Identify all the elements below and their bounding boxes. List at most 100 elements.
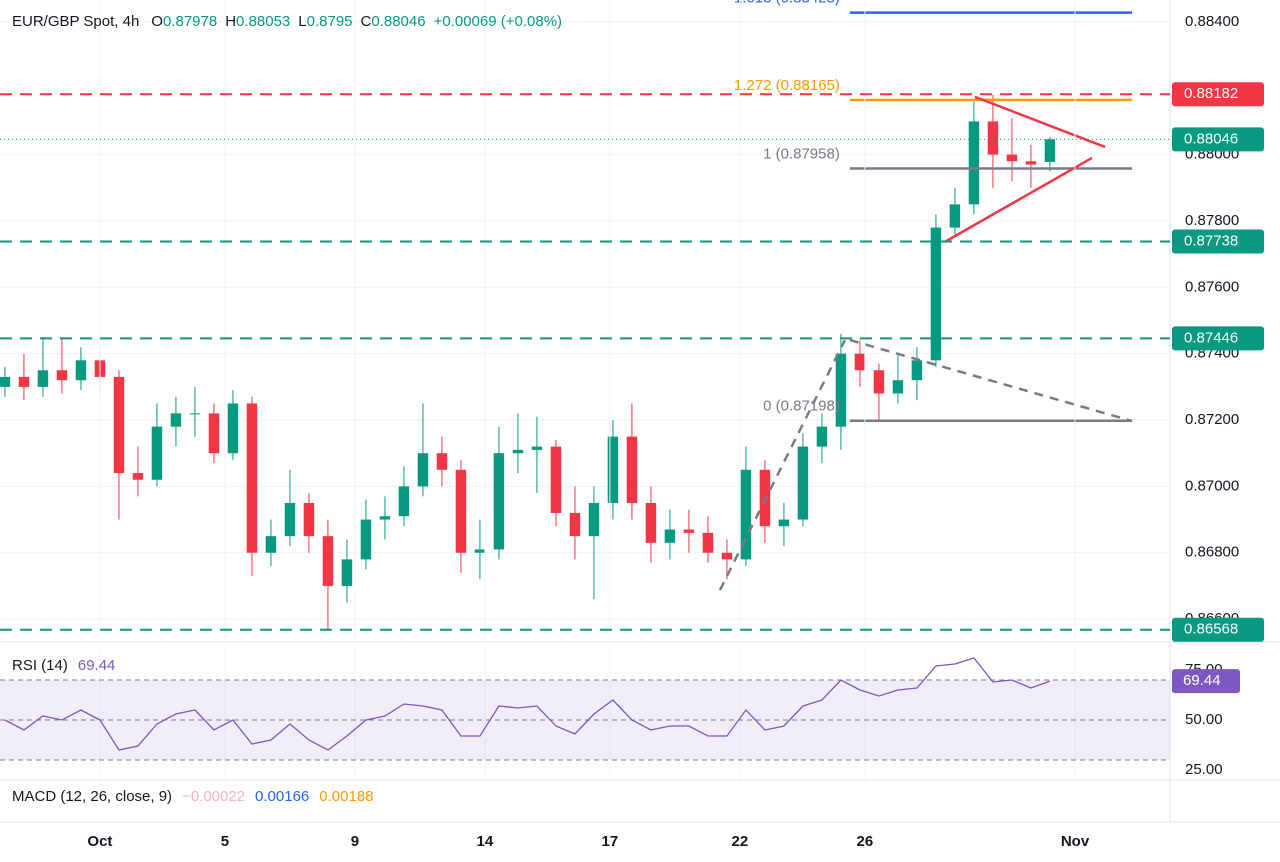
- candle-body: [702, 532, 714, 553]
- y-tick-label: 0.88400: [1185, 13, 1239, 30]
- candle-body: [683, 529, 695, 533]
- candle-body: [227, 403, 239, 454]
- candle-body: [208, 413, 220, 454]
- candle-body: [721, 552, 733, 560]
- candle-body: [170, 413, 182, 427]
- candle-body: [797, 446, 809, 520]
- candle-body: [37, 370, 49, 387]
- candle-body: [1044, 139, 1056, 162]
- chart-title: EUR/GBP Spot, 4h O0.87978 H0.88053 L0.8795 C…: [12, 13, 562, 30]
- ohlc-value: 0.88046: [371, 13, 425, 30]
- candle-body: [930, 227, 942, 361]
- x-tick-label: 5: [221, 833, 229, 850]
- level-tag: [1172, 82, 1264, 107]
- candle-body: [987, 121, 999, 155]
- candle-body: [132, 473, 144, 480]
- symbol: EUR/GBP Spot, 4h: [12, 13, 139, 30]
- candle-body: [531, 446, 543, 450]
- candle-body: [474, 549, 486, 553]
- candle-body: [493, 453, 505, 550]
- y-tick-label: 0.87600: [1185, 278, 1239, 295]
- candle-body: [56, 370, 68, 381]
- candle-body: [322, 536, 334, 586]
- candle-body: [569, 512, 581, 537]
- x-tick-label: 22: [732, 833, 749, 850]
- candle-body: [911, 360, 923, 381]
- candle-body: [873, 370, 885, 394]
- x-tick-label: 17: [602, 833, 619, 850]
- candle-body: [379, 516, 391, 520]
- candle-body: [968, 121, 980, 205]
- macd-name: MACD (12, 26, close, 9): [12, 788, 172, 805]
- candle-body: [360, 519, 372, 560]
- level-tag-label: 0.88182: [1184, 85, 1238, 102]
- ohlc-value: 0.8795: [307, 13, 353, 30]
- candle-body: [0, 376, 11, 387]
- trendline: [944, 156, 1093, 243]
- rsi-line: [4, 657, 1051, 751]
- trendline: [974, 95, 1106, 149]
- y-tick-label: 25.00: [1185, 761, 1223, 778]
- price-tag: [1172, 127, 1264, 152]
- candle-body: [835, 353, 847, 427]
- change: +0.00069 (+0.08%): [434, 13, 562, 30]
- ohlc-key: H: [225, 13, 236, 30]
- candle-body: [436, 453, 448, 470]
- rsi-tag: [1172, 669, 1240, 694]
- x-tick-label: 9: [351, 833, 359, 850]
- candle-body: [151, 426, 163, 480]
- fib-label: 1 (0.87958): [763, 146, 840, 163]
- level-tag-label: 0.86568: [1184, 621, 1238, 638]
- macd-value: 0.00188: [319, 788, 373, 805]
- candle-body: [75, 360, 87, 381]
- ohlc-key: C: [361, 13, 372, 30]
- trendline: [849, 338, 1133, 423]
- rsi-tag-label: 69.44: [1183, 672, 1221, 689]
- macd-value: −0.00022: [182, 788, 245, 805]
- y-tick-label: 0.87200: [1185, 411, 1239, 428]
- level-tag: [1172, 326, 1264, 351]
- candle-body: [189, 413, 201, 415]
- candle-body: [455, 469, 467, 553]
- y-tick-label: 0.87000: [1185, 477, 1239, 494]
- candle-body: [740, 469, 752, 560]
- candle-body: [417, 453, 429, 487]
- candle-body: [664, 529, 676, 543]
- fib-label: 0 (0.87198): [763, 398, 840, 415]
- candle-body: [18, 376, 30, 387]
- candle-body: [1006, 154, 1018, 162]
- macd-title: MACD (12, 26, close, 9) −0.00022 0.00166 0.…: [12, 788, 374, 805]
- candle-body: [341, 559, 353, 586]
- ohlc-value: 0.88053: [236, 13, 290, 30]
- macd-value: 0.00166: [255, 788, 309, 805]
- candle-body: [1025, 161, 1037, 165]
- rsi-name: RSI (14): [12, 657, 68, 674]
- rsi-value: 69.44: [78, 657, 116, 674]
- ohlc-key: O: [151, 13, 163, 30]
- x-tick-label: Nov: [1061, 833, 1090, 850]
- rsi-title: RSI (14) 69.44: [12, 657, 115, 674]
- candle-body: [113, 376, 125, 474]
- candle-body: [816, 426, 828, 447]
- candle-body: [550, 446, 562, 513]
- ohlc-key: L: [298, 13, 306, 30]
- price-tag-label: 0.88046: [1184, 130, 1238, 147]
- ohlc-value: 0.87978: [163, 13, 217, 30]
- level-tag-label: 0.87738: [1184, 233, 1238, 250]
- x-tick-label: 26: [857, 833, 874, 850]
- level-tag: [1172, 229, 1264, 254]
- x-tick-label: 14: [477, 833, 494, 850]
- y-tick-label: 50.00: [1185, 711, 1223, 728]
- candle-body: [246, 403, 258, 553]
- candle-body: [607, 436, 619, 503]
- candle-body: [949, 204, 961, 228]
- candle-body: [626, 436, 638, 503]
- candle-body: [512, 449, 524, 454]
- candle-body: [265, 536, 277, 553]
- y-tick-label: 0.86800: [1185, 544, 1239, 561]
- candle-body: [645, 502, 657, 543]
- price-pane: 1.618 (0.88428) 1.272 (0.88165) 1 (0.87958…: [0, 0, 1170, 630]
- fib-label: 1.272 (0.88165): [734, 77, 840, 94]
